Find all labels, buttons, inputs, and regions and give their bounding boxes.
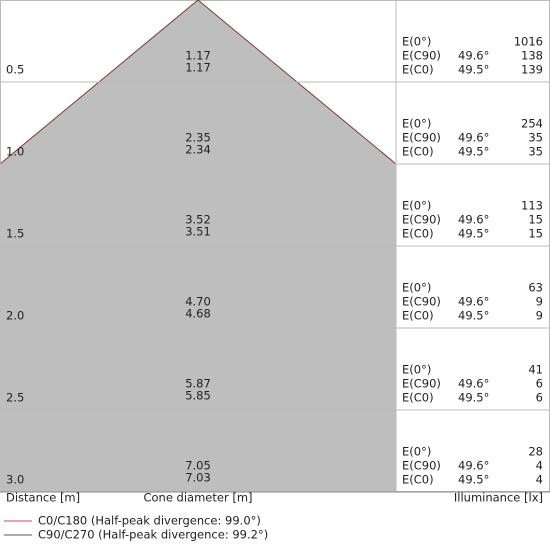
e-label: E(0°) — [402, 35, 431, 49]
e-value: 4 — [536, 473, 543, 487]
e-angle: 49.6° — [458, 213, 489, 227]
e-value: 15 — [528, 227, 543, 241]
e-value: 35 — [528, 145, 543, 159]
diameter-label: 5.85 — [185, 389, 211, 403]
e-label: E(C90) — [402, 131, 441, 145]
e-label: E(C90) — [402, 213, 441, 227]
e-value: 6 — [536, 391, 543, 405]
e-value: 4 — [536, 459, 543, 473]
e-value: 9 — [536, 309, 543, 323]
e-angle: 49.5° — [458, 227, 489, 241]
e-angle: 49.6° — [458, 459, 489, 473]
e-value: 41 — [528, 363, 543, 377]
e-angle: 49.6° — [458, 49, 489, 63]
e-value: 15 — [528, 213, 543, 227]
footer-distance: Distance [m] — [6, 491, 80, 505]
e-value: 254 — [521, 117, 543, 131]
e-angle: 49.5° — [458, 63, 489, 77]
e-label: E(0°) — [402, 199, 431, 213]
e-label: E(0°) — [402, 445, 431, 459]
diameter-label: 2.35 — [185, 131, 211, 145]
e-label: E(C0) — [402, 145, 434, 159]
e-value: 6 — [536, 377, 543, 391]
diameter-label: 2.34 — [185, 143, 211, 157]
diameter-label: 1.17 — [185, 61, 211, 75]
e-value: 113 — [521, 199, 543, 213]
e-angle: 49.6° — [458, 131, 489, 145]
e-value: 139 — [521, 63, 543, 77]
e-label: E(C90) — [402, 49, 441, 63]
distance-label: 2.5 — [6, 391, 24, 405]
e-angle: 49.6° — [458, 295, 489, 309]
e-label: E(0°) — [402, 281, 431, 295]
footer-illuminance: Illuminance [lx] — [454, 491, 543, 505]
e-angle: 49.6° — [458, 377, 489, 391]
diameter-label: 3.52 — [185, 213, 211, 227]
e-label: E(C90) — [402, 377, 441, 391]
legend-text: C0/C180 (Half-peak divergence: 99.0°) — [38, 514, 261, 528]
e-label: E(0°) — [402, 363, 431, 377]
e-angle: 49.5° — [458, 309, 489, 323]
diameter-label: 3.51 — [185, 225, 211, 239]
diameter-label: 4.68 — [185, 307, 211, 321]
e-value: 63 — [528, 281, 543, 295]
distance-label: 1.5 — [6, 227, 24, 241]
diameter-label: 1.17 — [185, 49, 211, 63]
diameter-label: 4.70 — [185, 295, 211, 309]
e-label: E(C0) — [402, 391, 434, 405]
e-label: E(C0) — [402, 63, 434, 77]
e-angle: 49.5° — [458, 473, 489, 487]
e-value: 35 — [528, 131, 543, 145]
distance-label: 3.0 — [6, 473, 24, 487]
footer-diameter: Cone diameter [m] — [143, 491, 252, 505]
distance-label: 1.0 — [6, 145, 24, 159]
e-value: 138 — [521, 49, 543, 63]
e-value: 28 — [528, 445, 543, 459]
e-label: E(C90) — [402, 295, 441, 309]
e-label: E(C0) — [402, 227, 434, 241]
e-label: E(C0) — [402, 309, 434, 323]
e-label: E(C0) — [402, 473, 434, 487]
legend-text: C90/C270 (Half-peak divergence: 99.2°) — [38, 528, 268, 542]
diameter-label: 5.87 — [185, 377, 211, 391]
e-label: E(C90) — [402, 459, 441, 473]
e-label: E(0°) — [402, 117, 431, 131]
e-value: 9 — [536, 295, 543, 309]
diameter-label: 7.05 — [185, 459, 211, 473]
distance-label: 0.5 — [6, 63, 24, 77]
diameter-label: 7.03 — [185, 471, 211, 485]
e-angle: 49.5° — [458, 145, 489, 159]
distance-label: 2.0 — [6, 309, 24, 323]
e-value: 1016 — [514, 35, 543, 49]
e-angle: 49.5° — [458, 391, 489, 405]
